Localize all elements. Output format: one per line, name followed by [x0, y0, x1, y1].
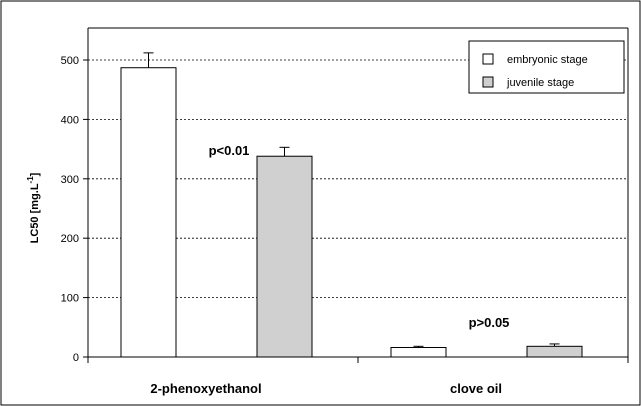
bar-juvenile-stage-1	[526, 345, 583, 358]
legend-label: juvenile stage	[506, 77, 574, 89]
category-label: 2-phenoxyethanol	[150, 381, 261, 396]
annotations: p<0.01 p>0.05	[209, 143, 510, 330]
y-tick-label: 500	[61, 55, 79, 67]
y-tick-label: 100	[61, 293, 79, 305]
category-label: clove oil	[450, 381, 502, 396]
bar-embryonic-stage-1	[390, 346, 447, 358]
legend-box	[468, 40, 625, 94]
x-axis: 2-phenoxyethanol clove oil	[87, 356, 629, 396]
y-axis-label-main: LC50 [mg.L	[29, 183, 41, 243]
legend-swatch	[482, 53, 494, 65]
legend-label: embryonic stage	[507, 54, 588, 66]
y-axis: 0 100 200 300 400 500	[61, 27, 629, 364]
significance-annotation: p<0.01	[209, 143, 250, 158]
bar-juvenile-stage-0	[256, 155, 313, 358]
y-tick-label: 300	[61, 174, 79, 186]
legend-swatch	[482, 76, 494, 88]
bar-embryonic-stage-0	[120, 67, 177, 358]
y-axis-label-end: ]	[29, 172, 41, 176]
y-axis-label: LC50 [mg.L-1]	[26, 172, 41, 243]
y-tick-label: 200	[61, 233, 79, 245]
bars	[120, 52, 583, 358]
y-tick-label: 400	[61, 114, 79, 126]
significance-annotation: p>0.05	[469, 315, 510, 330]
legend: embryonic stage juvenile stage	[468, 40, 625, 94]
y-tick-label: 0	[73, 352, 79, 364]
y-axis-label-sup: -1	[26, 176, 35, 184]
